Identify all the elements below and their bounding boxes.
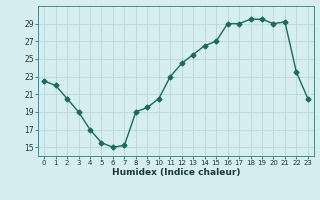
X-axis label: Humidex (Indice chaleur): Humidex (Indice chaleur) bbox=[112, 168, 240, 177]
